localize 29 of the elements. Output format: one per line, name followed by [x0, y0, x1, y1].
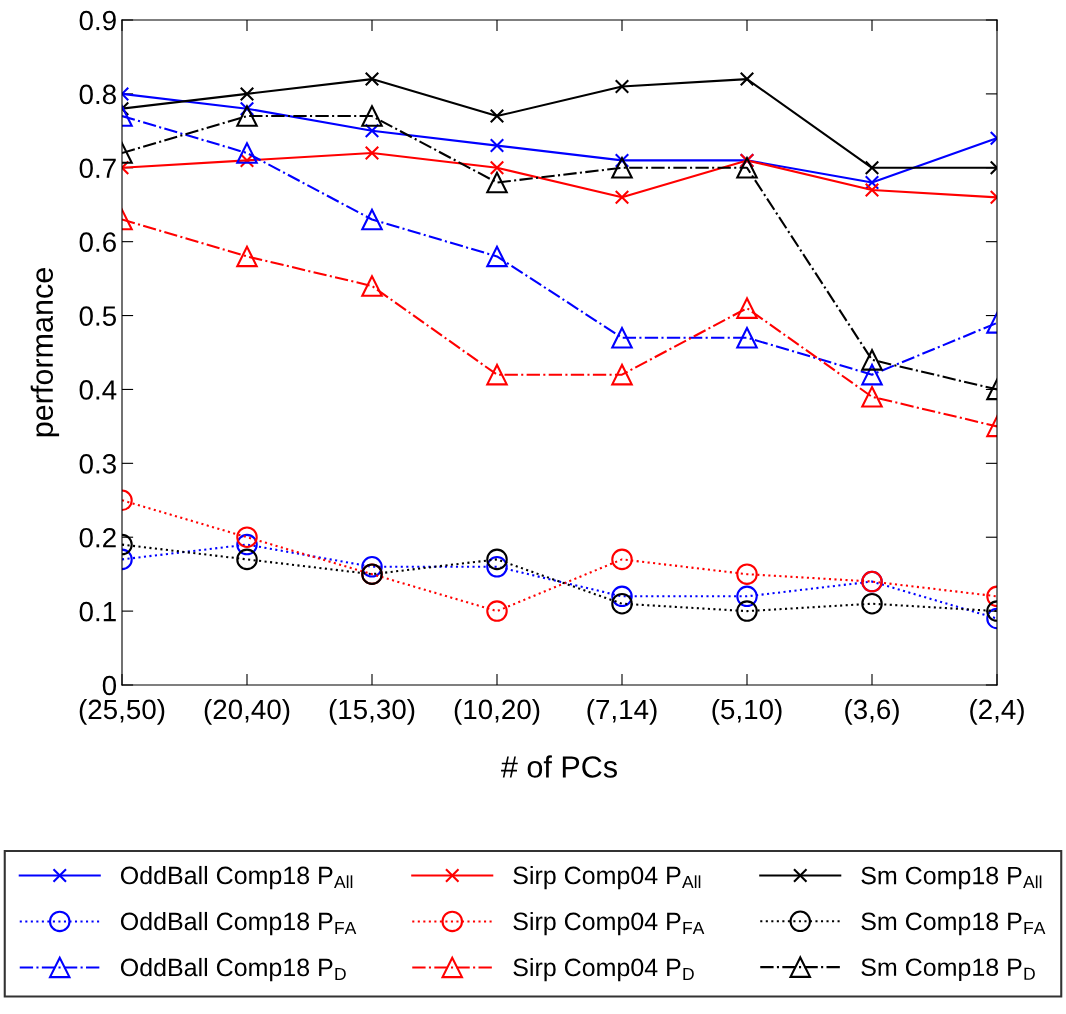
x-tick-label: (5,10): [712, 698, 782, 725]
y-tick-label: 0.2: [79, 527, 116, 548]
y-tick-label: 0.9: [79, 10, 116, 31]
x-tick-label: (10,20): [454, 698, 540, 725]
legend-label: Sm Comp18 P$_{FA}$: [861, 912, 1046, 936]
x-axis-title: # of PCs: [501, 755, 617, 778]
x-tick-label: (25,50): [79, 698, 165, 725]
y-tick-label: 0.5: [79, 306, 116, 326]
legend-label: Sirp Comp04 P$_{FA}$: [513, 911, 705, 936]
y-tick-label: 0: [102, 675, 117, 696]
x-tick-label: (7,14): [587, 698, 657, 725]
legend-label: Sm Comp18 P$_{All}$: [861, 866, 1042, 890]
legend-label: OddBall Comp18 P$_{FA}$: [120, 911, 357, 936]
y-tick-label: 0.6: [79, 232, 116, 253]
y-tick-label: 0.3: [79, 454, 116, 474]
y-tick-label: 0.7: [79, 158, 116, 179]
legend-label: Sirp Comp04 P$_{D}$: [513, 957, 694, 982]
legend-label: OddBall Comp18 P$_{All}$: [120, 865, 353, 890]
x-tick-label: (3,6): [845, 698, 899, 725]
y-tick-label: 0.1: [79, 601, 116, 622]
legend-label: OddBall Comp18 P$_{D}$: [120, 957, 346, 982]
x-tick-label: (15,30): [329, 698, 415, 725]
y-tick-label: 0.4: [79, 380, 117, 400]
y-axis-title: performance: [30, 268, 60, 437]
legend-label: Sm Comp18 P$_{D}$: [861, 958, 1035, 982]
y-tick-label: 0.8: [79, 84, 116, 105]
x-tick-label: (2,4): [970, 698, 1024, 725]
x-tick-label: (20,40): [204, 698, 290, 725]
legend-label: Sirp Comp04 P$_{All}$: [513, 865, 701, 890]
